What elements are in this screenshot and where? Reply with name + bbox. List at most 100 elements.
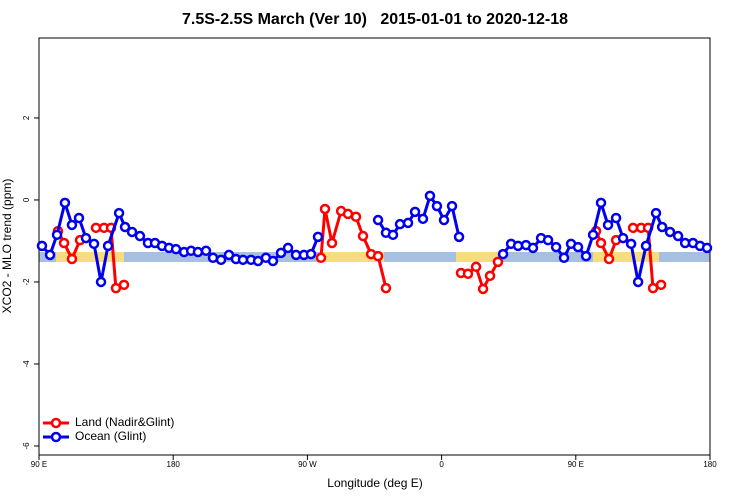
data-point (207, 252, 219, 264)
data-point (312, 231, 324, 243)
data-point (350, 211, 362, 223)
data-point (617, 232, 629, 244)
data-point (394, 218, 406, 230)
data-point (580, 250, 592, 262)
data-point (267, 255, 279, 267)
data-point (610, 212, 622, 224)
chart-title: 7.5S-2.5S March (Ver 10) 2015-01-01 to 2… (182, 11, 568, 28)
data-point (275, 247, 287, 259)
data-point (126, 226, 138, 238)
data-point (627, 222, 639, 234)
legend-marker (50, 417, 62, 429)
data-point (192, 246, 204, 258)
data-point (200, 245, 212, 257)
data-point (110, 282, 122, 294)
data-point (542, 234, 554, 246)
data-point (387, 229, 399, 241)
land-band (322, 252, 384, 262)
x-tick-label: 180 (167, 460, 181, 469)
data-point (215, 254, 227, 266)
x-tick-label: 0 (439, 460, 444, 469)
land-band (456, 252, 502, 262)
land-band (593, 252, 659, 262)
data-point (326, 237, 338, 249)
data-point (319, 203, 331, 215)
legend-label: Ocean (Glint) (75, 429, 146, 443)
data-point (572, 241, 584, 253)
data-point (431, 200, 443, 212)
data-point (36, 240, 48, 252)
data-point (587, 229, 599, 241)
data-point (650, 207, 662, 219)
legend: Land (Nadir&Glint)Ocean (Glint) (43, 415, 174, 443)
y-tick-label: 0 (22, 197, 31, 202)
data-point (372, 214, 384, 226)
data-point (90, 222, 102, 234)
y-tick-label: -2 (22, 278, 31, 286)
y-tick-label: -4 (22, 360, 31, 368)
data-point (409, 206, 421, 218)
data-point (44, 249, 56, 261)
legend-label: Land (Nadir&Glint) (75, 415, 174, 429)
data-point (595, 197, 607, 209)
data-point (497, 248, 509, 260)
data-point (58, 237, 70, 249)
data-point (66, 219, 78, 231)
data-point (88, 238, 100, 250)
x-tick-label: 180 (703, 460, 717, 469)
data-point (102, 240, 114, 252)
data-point (51, 229, 63, 241)
data-point (372, 250, 384, 262)
data-point (603, 253, 615, 265)
data-point (477, 283, 489, 295)
data-point (647, 282, 659, 294)
data-point (632, 276, 644, 288)
data-point (550, 241, 562, 253)
data-point (672, 230, 684, 242)
data-point (446, 200, 458, 212)
data-point (80, 232, 92, 244)
data-point (118, 279, 130, 291)
x-tick-label: 90 E (568, 460, 584, 469)
data-point (315, 252, 327, 264)
x-axis-title: Longitude (deg E) (327, 476, 422, 490)
data-point (417, 213, 429, 225)
data-point (402, 217, 414, 229)
legend-marker (50, 431, 62, 443)
data-point (95, 276, 107, 288)
data-point (305, 248, 317, 260)
x-tick-label: 90 E (31, 460, 47, 469)
data-point (470, 261, 482, 273)
data-point (664, 226, 676, 238)
data-point (701, 242, 713, 254)
y-axis-title: XCO2 - MLO trend (ppm) (0, 179, 14, 314)
y-tick-label: -6 (22, 442, 31, 450)
data-point (527, 242, 539, 254)
data-point (134, 230, 146, 242)
data-point (357, 230, 369, 242)
data-point (424, 190, 436, 202)
data-point (492, 256, 504, 268)
data-point (656, 221, 668, 233)
data-point (113, 207, 125, 219)
data-point (73, 212, 85, 224)
data-point (438, 214, 450, 226)
data-point (59, 197, 71, 209)
x-tick-label: 90 W (298, 460, 317, 469)
data-point (380, 282, 392, 294)
data-point (640, 240, 652, 252)
data-point (625, 238, 637, 250)
data-point (282, 242, 294, 254)
data-point (462, 268, 474, 280)
y-tick-label: 2 (22, 115, 31, 120)
data-point (558, 252, 570, 264)
data-point (170, 243, 182, 255)
data-point (237, 254, 249, 266)
data-point (342, 208, 354, 220)
data-point (484, 270, 496, 282)
land-band (56, 252, 124, 262)
data-point (602, 219, 614, 231)
